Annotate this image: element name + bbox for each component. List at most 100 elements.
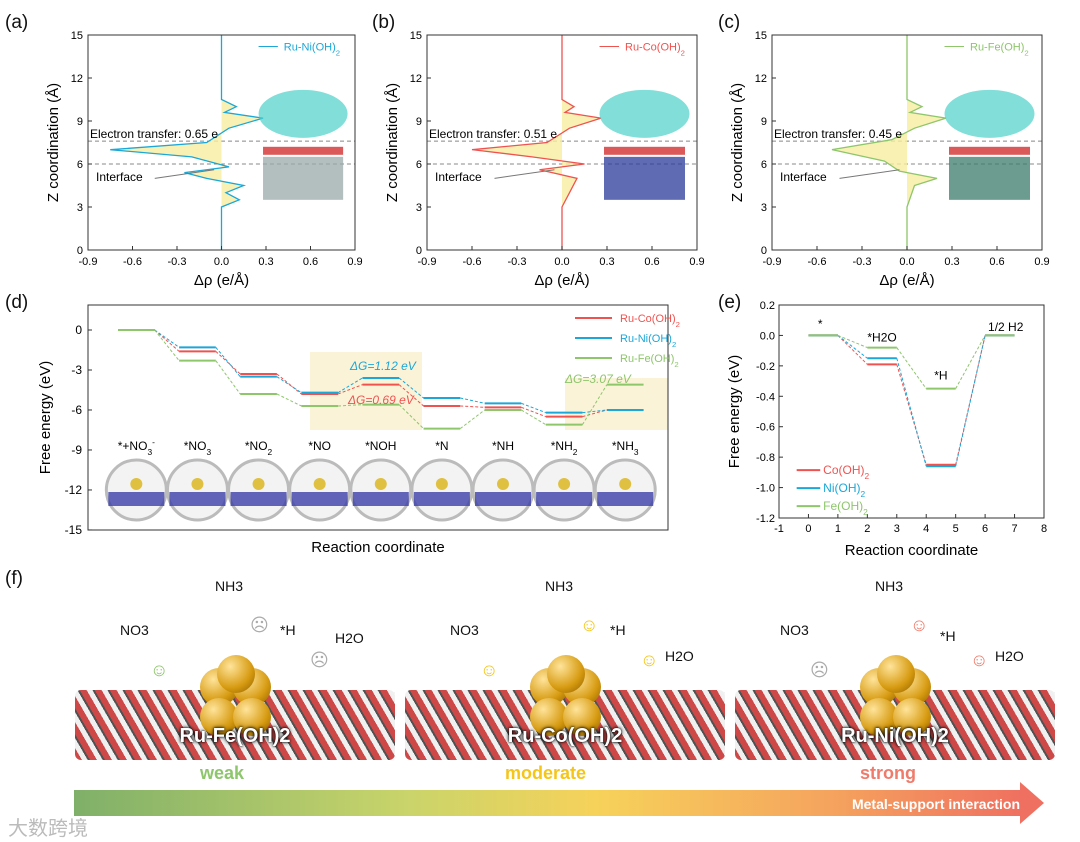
profile-line <box>471 35 602 250</box>
x-tick-label: 0.0 <box>554 256 569 268</box>
sad-face-icon: ☹ <box>310 650 329 670</box>
connector <box>837 335 868 365</box>
connector <box>582 409 608 418</box>
electron-transfer-label: Electron transfer: 0.45 e <box>774 127 902 141</box>
sad-face-icon: ☹ <box>810 660 829 680</box>
electron-transfer-label: Electron transfer: 0.51 e <box>429 127 557 141</box>
electron-transfer-label: Electron transfer: 0.65 e <box>90 127 218 141</box>
h2o-label: H2O <box>995 648 1024 664</box>
interface-label: Interface <box>435 170 482 184</box>
ru-cluster <box>374 478 387 490</box>
y-tick-label: 3 <box>77 202 83 214</box>
catalyst-scene: NH3 NO3 *H H2O ☹ ☺ ☺ Ru-Ni(OH)2 <box>735 578 1055 760</box>
x-tick-label: -0.3 <box>853 256 872 268</box>
y-tick-label: 3 <box>416 202 422 214</box>
y-axis-label: Z coordination (Å) <box>45 83 62 202</box>
catalyst-label: Ru-Ni(OH)2 <box>841 725 949 747</box>
legend-label: Ru-Ni(OH)2 <box>284 41 340 57</box>
y-axis-label: Z coordination (Å) <box>384 83 401 202</box>
profile-line <box>831 35 947 250</box>
x-tick-label: 1 <box>835 523 841 535</box>
profile-fill <box>832 35 946 250</box>
oxygen-layer <box>604 146 685 155</box>
ru-cluster <box>313 478 326 490</box>
connector <box>154 329 180 361</box>
legend-label: Ni(OH)2 <box>823 481 865 499</box>
y-tick-label: -15 <box>65 523 83 537</box>
y-tick-label: 6 <box>416 159 422 171</box>
x-tick-label: 0.6 <box>303 256 318 268</box>
x-tick-label: 5 <box>953 523 959 535</box>
x-tick-label: -0.6 <box>123 256 142 268</box>
connector <box>276 376 302 394</box>
connector <box>896 347 927 389</box>
catalyst-label: Ru-Fe(OH)2 <box>179 725 291 747</box>
state-label: 1/2 H2 <box>988 320 1024 334</box>
category-label: *N <box>435 439 448 453</box>
strength-label: weak <box>200 763 245 783</box>
legend-label: Co(OH)2 <box>823 463 869 481</box>
y-tick-label: 0 <box>77 245 83 257</box>
ru-cluster-atom <box>530 698 568 736</box>
slab-structure <box>352 492 409 506</box>
slab-structure <box>108 492 165 506</box>
x-tick-label: 8 <box>1041 523 1047 535</box>
x-tick-label: -0.6 <box>808 256 827 268</box>
ru-cluster <box>497 478 509 490</box>
category-label: *NH <box>492 439 514 453</box>
y-tick-label: -3 <box>71 363 82 377</box>
h2o-label: H2O <box>335 630 364 646</box>
connector <box>154 329 180 352</box>
h-label: *H <box>610 622 626 638</box>
legend-label: Ru-Co(OH)2 <box>620 313 680 329</box>
connector <box>955 335 986 389</box>
delta-g-co: ΔG=0.69 eV <box>347 393 415 407</box>
h-label: *H <box>940 628 956 644</box>
y-tick-label: 9 <box>77 116 83 128</box>
y-axis-label: Z coordination (Å) <box>729 83 746 202</box>
y-tick-label: -0.2 <box>756 361 775 373</box>
x-tick-label: 0.9 <box>347 256 362 268</box>
no3-label: NO3 <box>780 622 809 638</box>
highlight-box <box>565 378 668 430</box>
x-axis-label: Reaction coordinate <box>311 539 444 556</box>
nh3-label: NH3 <box>875 578 904 594</box>
connector <box>215 347 241 377</box>
charge-density-isosurface <box>599 89 690 138</box>
h2o-label: H2O <box>665 648 694 664</box>
smiley-icon: ☺ <box>580 615 599 635</box>
panel-label-d: (d) <box>5 292 29 313</box>
x-tick-label: 0.3 <box>258 256 273 268</box>
ru-cluster-atom <box>233 698 271 736</box>
plot-frame <box>778 304 1045 519</box>
x-tick-label: -0.6 <box>463 256 482 268</box>
catalyst-scene: NH3 NO3 *H H2O ☺ ☹ ☹ Ru-Fe(OH)2 <box>75 578 395 760</box>
interface-pointer <box>154 169 215 179</box>
x-tick-label: -1 <box>774 523 784 535</box>
x-tick-label: -0.9 <box>418 256 437 268</box>
y-tick-label: -0.8 <box>756 452 775 464</box>
y-tick-label: 6 <box>761 159 767 171</box>
category-label: *NO <box>308 439 331 453</box>
x-tick-label: -0.9 <box>763 256 782 268</box>
slab-structure <box>263 156 344 200</box>
connector <box>896 364 927 465</box>
connector <box>582 384 608 425</box>
connector <box>460 405 485 408</box>
x-tick-label: 7 <box>1011 523 1017 535</box>
panel-b: -0.9 -0.6 -0.3 0.0 0.3 0.6 0.9 0 3 6 9 12 15 Δρ (e/Å)… <box>384 30 705 289</box>
x-tick-label: 0 <box>805 523 811 535</box>
slab-structure <box>475 492 531 506</box>
x-tick-label: -0.9 <box>79 256 98 268</box>
ru-cluster-atom <box>877 655 915 693</box>
category-label: *NO2 <box>245 439 273 457</box>
watermark: 大数跨境 <box>8 818 88 840</box>
ru-cluster <box>435 478 448 490</box>
plot-frame <box>87 304 669 531</box>
connector <box>154 329 180 348</box>
oxygen-layer <box>263 146 344 155</box>
x-tick-label: 0.6 <box>989 256 1004 268</box>
x-tick-label: 0.9 <box>689 256 704 268</box>
connector <box>521 402 546 414</box>
